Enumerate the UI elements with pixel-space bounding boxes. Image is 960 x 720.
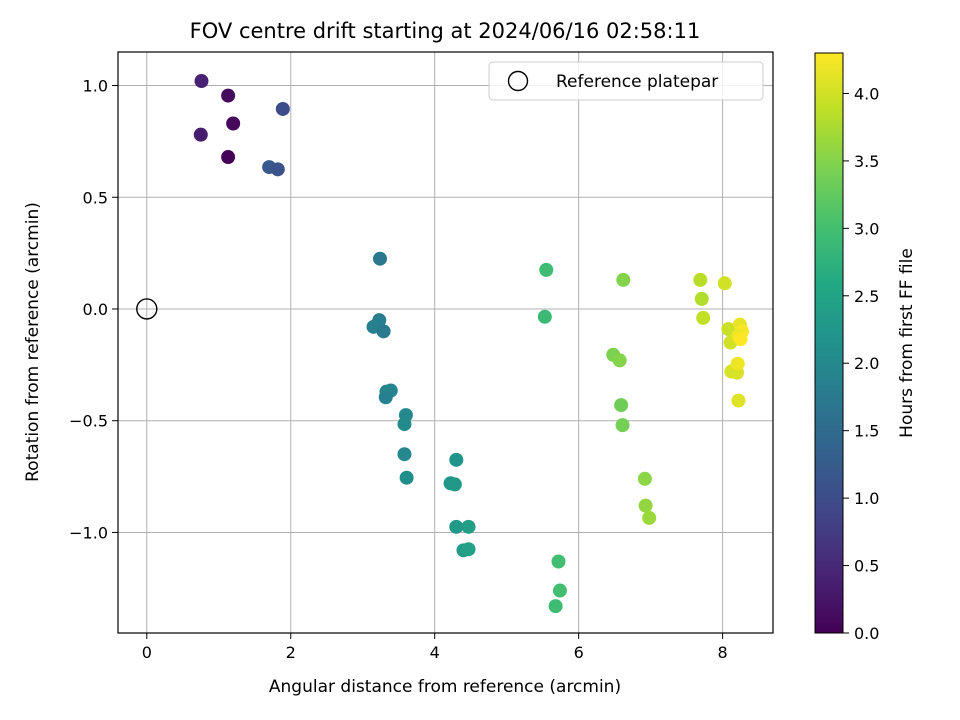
data-point — [461, 542, 476, 557]
legend: Reference platepar — [488, 61, 764, 101]
data-point — [548, 599, 563, 614]
reference-platepar-point — [136, 298, 158, 320]
data-point — [221, 88, 236, 103]
data-point — [539, 262, 554, 277]
data-point — [449, 452, 464, 467]
data-point — [193, 127, 208, 142]
data-point — [694, 291, 709, 306]
data-point — [376, 324, 391, 339]
x-axis-ticks: 0 2 4 6 8 — [142, 633, 728, 662]
colorbar-tick-label: 2.0 — [854, 354, 879, 373]
y-axis-ticks: 1.0 0.5 0.0 −0.5 −1.0 — [69, 77, 118, 542]
y-tick-label: 1.0 — [83, 77, 108, 96]
data-points — [193, 74, 750, 614]
data-point — [730, 356, 745, 371]
chart-title: FOV centre drift starting at 2024/06/16 … — [190, 19, 701, 43]
data-point — [642, 510, 657, 525]
colorbar-tick-label: 4.0 — [854, 84, 879, 103]
reference-marker — [136, 298, 158, 320]
data-point — [693, 272, 708, 287]
plot-frame — [117, 51, 774, 634]
grid-lines — [118, 52, 773, 633]
colorbar-tick-label: 0.0 — [854, 624, 879, 643]
y-axis-label: Rotation from reference (arcmin) — [23, 202, 43, 482]
colorbar-tick-label: 0.5 — [854, 557, 879, 576]
colorbar-tick-label: 3.5 — [854, 152, 879, 171]
colorbar-tick-label: 1.5 — [854, 422, 879, 441]
x-tick-label: 8 — [718, 643, 728, 662]
data-point — [397, 447, 412, 462]
x-axis-label: Angular distance from reference (arcmin) — [269, 677, 621, 697]
legend-label-reference: Reference platepar — [556, 72, 718, 92]
data-point — [731, 393, 746, 408]
data-point — [717, 276, 732, 291]
x-tick-label: 2 — [286, 643, 296, 662]
colorbar-ticks: 0.0 0.5 1.0 1.5 2.0 2.5 3.0 3.5 4.0 — [843, 84, 879, 643]
y-tick-label: 0.0 — [83, 300, 108, 319]
data-point — [696, 310, 711, 325]
legend-marker-reference — [507, 70, 529, 92]
data-point — [226, 116, 241, 131]
legend-box — [488, 61, 764, 101]
data-point — [399, 470, 414, 485]
data-point — [397, 417, 412, 432]
data-point — [551, 554, 566, 569]
x-tick-label: 0 — [142, 643, 152, 662]
data-point — [373, 251, 387, 266]
colorbar: 0.0 0.5 1.0 1.5 2.0 2.5 3.0 3.5 4.0 Hours from f… — [814, 52, 917, 643]
colorbar-tick-label: 3.0 — [854, 219, 879, 238]
data-point — [449, 519, 464, 534]
colorbar-label: Hours from first FF file — [897, 248, 917, 438]
data-point — [221, 150, 236, 165]
data-point — [461, 519, 476, 534]
y-tick-label: −1.0 — [69, 523, 108, 542]
data-point — [733, 332, 748, 347]
data-point — [721, 322, 736, 337]
y-tick-label: −0.5 — [69, 412, 108, 431]
x-tick-label: 4 — [430, 643, 440, 662]
data-point — [270, 162, 285, 177]
data-point — [638, 498, 653, 513]
data-point — [552, 583, 567, 598]
colorbar-gradient — [814, 52, 844, 634]
data-point — [637, 471, 652, 486]
data-point — [615, 418, 630, 433]
data-point — [614, 398, 629, 413]
data-point — [378, 390, 393, 405]
data-point — [275, 101, 290, 116]
data-point — [616, 272, 631, 287]
data-point — [612, 353, 627, 368]
data-point — [537, 309, 552, 324]
data-point — [447, 477, 462, 492]
y-tick-label: 0.5 — [83, 188, 108, 207]
data-point — [194, 74, 209, 89]
colorbar-tick-label: 2.5 — [854, 287, 879, 306]
colorbar-tick-label: 1.0 — [854, 489, 879, 508]
x-tick-label: 6 — [574, 643, 584, 662]
